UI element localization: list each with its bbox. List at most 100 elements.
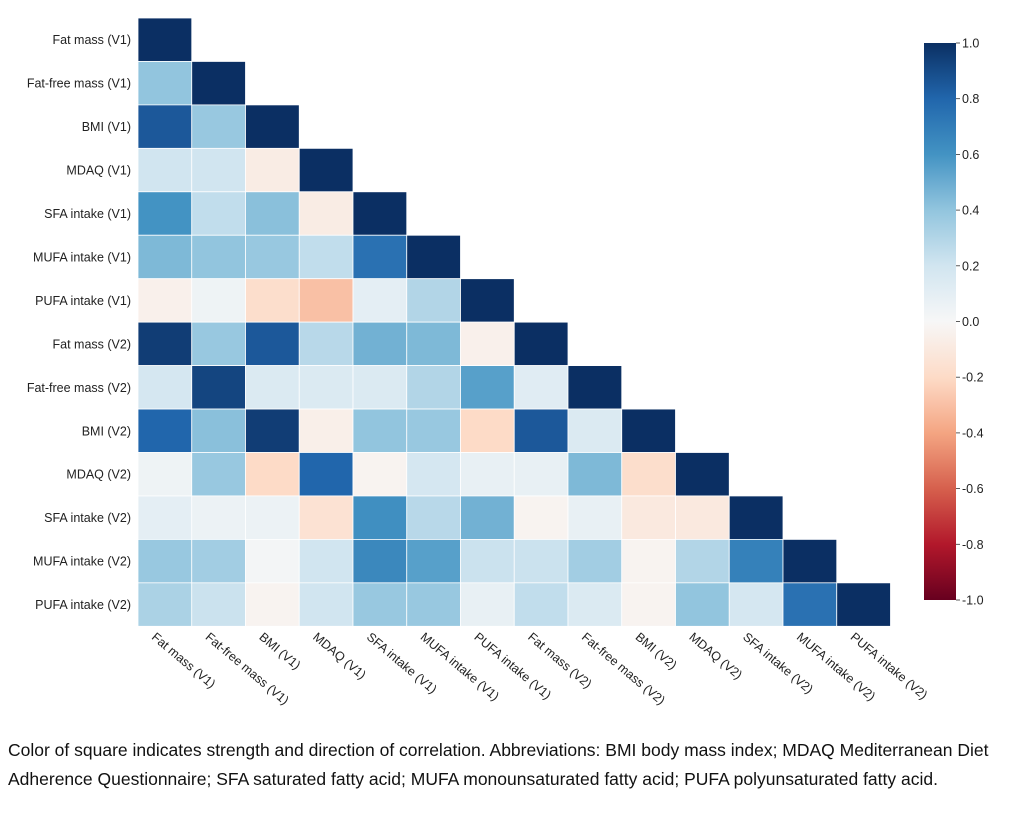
column-label-bmi-v1: BMI (V1)	[256, 630, 303, 672]
heatmap-cell-sfa-intake-v1-x-sfa-intake-v1	[352, 191, 408, 236]
heatmap-cell-pufa-intake-v2-x-pufa-intake-v1	[460, 582, 515, 627]
row-label-fat-mass-v2: Fat mass (V2)	[53, 337, 132, 351]
heatmap-cell-bmi-v1-x-fat-free-mass-v1	[191, 104, 246, 149]
heatmap-cell-mdaq-v2-x-fat-free-mass-v2	[567, 452, 623, 497]
heatmap-cell-bmi-v1-x-bmi-v1	[245, 104, 300, 149]
heatmap-cell-bmi-v2-x-mdaq-v1	[298, 408, 354, 453]
heatmap-cell-bmi-v1-x-fat-mass-v1	[137, 104, 193, 149]
heatmap-cell-mdaq-v1-x-fat-mass-v1	[137, 147, 193, 193]
heatmap-cell-mufa-intake-v2-x-mufa-intake-v1	[406, 539, 461, 584]
heatmap-cell-sfa-intake-v1-x-fat-free-mass-v1	[191, 191, 246, 236]
heatmap-cell-fat-mass-v2-x-fat-mass-v1	[137, 321, 193, 366]
heatmap-cell-sfa-intake-v1-x-bmi-v1	[245, 191, 300, 236]
heatmap-cell-bmi-v2-x-fat-mass-v2	[513, 408, 569, 453]
heatmap-cell-fat-free-mass-v2-x-fat-mass-v1	[137, 365, 193, 410]
heatmap-cell-mufa-intake-v1-x-fat-mass-v1	[137, 234, 193, 280]
heatmap-cell-sfa-intake-v2-x-mufa-intake-v1	[406, 495, 461, 540]
figure-caption: Color of square indicates strength and d…	[8, 740, 989, 789]
row-label-sfa-intake-v2: SFA intake (V2)	[44, 511, 131, 525]
heatmap-cell-mdaq-v1-x-bmi-v1	[245, 147, 300, 193]
colorbar-tick-label: 0.2	[962, 259, 979, 273]
row-label-fat-mass-v1: Fat mass (V1)	[53, 33, 132, 47]
heatmap-cell-fat-free-mass-v2-x-mufa-intake-v1	[406, 365, 461, 410]
heatmap-cell-mdaq-v2-x-fat-mass-v1	[137, 452, 193, 497]
heatmap-cell-fat-mass-v2-x-pufa-intake-v1	[460, 321, 515, 366]
correlation-heatmap: Fat mass (V1)Fat-free mass (V1)BMI (V1)M…	[27, 17, 984, 708]
heatmap-cell-sfa-intake-v2-x-bmi-v1	[245, 495, 300, 540]
heatmap-cell-mdaq-v2-x-fat-free-mass-v1	[191, 452, 246, 497]
heatmap-cell-sfa-intake-v2-x-fat-mass-v2	[513, 495, 569, 540]
heatmap-cell-mufa-intake-v2-x-mdaq-v1	[298, 539, 354, 584]
heatmap-cell-mdaq-v2-x-mdaq-v1	[298, 452, 354, 497]
heatmap-cell-pufa-intake-v2-x-pufa-intake-v2	[836, 582, 891, 627]
heatmap-cell-fat-mass-v2-x-fat-free-mass-v1	[191, 321, 246, 366]
heatmap-cell-fat-mass-v2-x-bmi-v1	[245, 321, 300, 366]
heatmap-cell-mdaq-v1-x-fat-free-mass-v1	[191, 147, 246, 193]
column-labels: Fat mass (V1)Fat-free mass (V1)BMI (V1) M…	[149, 630, 930, 708]
heatmap-cells	[137, 17, 891, 627]
row-label-mdaq-v2: MDAQ (V2)	[66, 468, 131, 482]
heatmap-cell-mufa-intake-v2-x-sfa-intake-v1	[352, 539, 408, 584]
heatmap-cell-pufa-intake-v2-x-fat-mass-v1	[137, 582, 193, 627]
heatmap-cell-mufa-intake-v2-x-bmi-v1	[245, 539, 300, 584]
heatmap-cell-mufa-intake-v2-x-sfa-intake-v2	[728, 539, 784, 584]
heatmap-cell-fat-free-mass-v1-x-fat-free-mass-v1	[191, 61, 246, 106]
heatmap-cell-pufa-intake-v2-x-fat-free-mass-v1	[191, 582, 246, 627]
heatmap-cell-fat-free-mass-v2-x-fat-free-mass-v1	[191, 365, 246, 410]
row-label-fat-free-mass-v1: Fat-free mass (V1)	[27, 77, 131, 91]
heatmap-cell-mdaq-v2-x-bmi-v1	[245, 452, 300, 497]
heatmap-cell-mdaq-v2-x-pufa-intake-v1	[460, 452, 515, 497]
heatmap-cell-sfa-intake-v2-x-mdaq-v2	[675, 495, 730, 540]
heatmap-cell-fat-free-mass-v2-x-fat-mass-v2	[513, 365, 569, 410]
heatmap-cell-sfa-intake-v2-x-sfa-intake-v2	[728, 495, 784, 540]
row-label-mdaq-v1: MDAQ (V1)	[66, 164, 131, 178]
heatmap-cell-mufa-intake-v2-x-fat-mass-v2	[513, 539, 569, 584]
heatmap-cell-sfa-intake-v2-x-fat-free-mass-v2	[567, 495, 623, 540]
heatmap-cell-bmi-v2-x-sfa-intake-v1	[352, 408, 408, 453]
heatmap-cell-mufa-intake-v2-x-fat-free-mass-v1	[191, 539, 246, 584]
heatmap-cell-mufa-intake-v2-x-fat-free-mass-v2	[567, 539, 623, 584]
heatmap-cell-mdaq-v2-x-mufa-intake-v1	[406, 452, 461, 497]
heatmap-cell-bmi-v2-x-fat-mass-v1	[137, 408, 193, 453]
heatmap-cell-pufa-intake-v1-x-bmi-v1	[245, 278, 300, 323]
heatmap-cell-pufa-intake-v2-x-mdaq-v2	[675, 582, 730, 627]
colorbar-tick-label: -1.0	[962, 594, 984, 608]
heatmap-cell-fat-free-mass-v2-x-fat-free-mass-v2	[567, 365, 623, 410]
heatmap-cell-pufa-intake-v2-x-sfa-intake-v2	[728, 582, 784, 627]
heatmap-cell-mufa-intake-v2-x-bmi-v2	[621, 539, 676, 584]
row-label-pufa-intake-v1: PUFA intake (V1)	[35, 294, 131, 308]
heatmap-cell-mdaq-v1-x-mdaq-v1	[298, 147, 354, 193]
heatmap-cell-pufa-intake-v2-x-bmi-v1	[245, 582, 300, 627]
column-label-mdaq-v1: MDAQ (V1)	[310, 630, 368, 682]
heatmap-cell-bmi-v2-x-mufa-intake-v1	[406, 408, 461, 453]
colorbar-tick-label: 1.0	[962, 37, 979, 51]
heatmap-cell-sfa-intake-v2-x-mdaq-v1	[298, 495, 354, 540]
row-label-bmi-v1: BMI (V1)	[82, 120, 131, 134]
heatmap-cell-pufa-intake-v2-x-sfa-intake-v1	[352, 582, 408, 627]
heatmap-cell-fat-mass-v2-x-mufa-intake-v1	[406, 321, 461, 366]
heatmap-cell-mufa-intake-v1-x-mufa-intake-v1	[406, 234, 461, 280]
heatmap-cell-bmi-v2-x-fat-free-mass-v2	[567, 408, 623, 453]
heatmap-cell-mufa-intake-v2-x-fat-mass-v1	[137, 539, 193, 584]
heatmap-cell-sfa-intake-v2-x-sfa-intake-v1	[352, 495, 408, 540]
heatmap-cell-bmi-v2-x-bmi-v1	[245, 408, 300, 453]
heatmap-cell-mufa-intake-v1-x-bmi-v1	[245, 234, 300, 280]
row-label-fat-free-mass-v2: Fat-free mass (V2)	[27, 381, 131, 395]
colorbar-ticks: 1.0 0.8 0.6 0.4 0.2 0.0 -0.2 -0.4 -0.6 -0.8 -1.0	[956, 37, 984, 608]
heatmap-cell-pufa-intake-v1-x-mdaq-v1	[298, 278, 354, 323]
heatmap-cell-mdaq-v2-x-bmi-v2	[621, 452, 676, 497]
row-label-mufa-intake-v2: MUFA intake (V2)	[33, 555, 131, 569]
heatmap-cell-mdaq-v2-x-sfa-intake-v1	[352, 452, 408, 497]
heatmap-cell-fat-free-mass-v2-x-pufa-intake-v1	[460, 365, 515, 410]
heatmap-cell-fat-mass-v2-x-sfa-intake-v1	[352, 321, 408, 366]
colorbar	[924, 43, 956, 600]
heatmap-cell-pufa-intake-v2-x-mufa-intake-v1	[406, 582, 461, 627]
heatmap-cell-sfa-intake-v2-x-pufa-intake-v1	[460, 495, 515, 540]
row-labels: Fat mass (V1) Fat-free mass (V1) BMI (V1) M…	[27, 33, 131, 612]
heatmap-cell-mdaq-v2-x-fat-mass-v2	[513, 452, 569, 497]
colorbar-tick-label: -0.2	[962, 371, 984, 385]
heatmap-cell-mufa-intake-v1-x-sfa-intake-v1	[352, 234, 408, 280]
colorbar-tick-label: -0.6	[962, 482, 984, 496]
colorbar-tick-label: 0.0	[962, 315, 979, 329]
column-label-mdaq-v2: MDAQ (V2)	[686, 630, 744, 682]
